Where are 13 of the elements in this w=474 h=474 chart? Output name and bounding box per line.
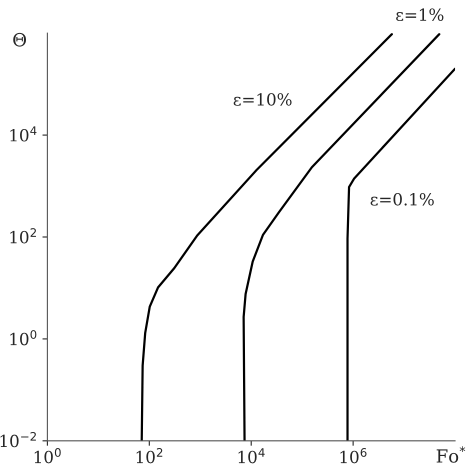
x-axis-title: Fo$^{*}$ [436,446,466,463]
series-label: ε=10% [234,93,292,106]
x-tick-label: 10$^{6}$ [340,448,367,464]
series-label: ε=0.1% [370,192,434,206]
x-tick-label: 10$^{0}$ [34,448,61,464]
x-tick-label: 10$^{2}$ [136,448,162,464]
y-tick-label: 10$^{0}$ [10,330,36,346]
y-tick-label: 10$^{4}$ [10,126,36,142]
x-tick-label: 10$^{4}$ [238,448,265,464]
y-axis-title: Θ [13,32,26,47]
y-tick-label: 10$^{−2}$ [0,432,36,448]
y-tick-label: 10$^{2}$ [10,228,36,244]
series-label: ε=1% [396,8,444,22]
